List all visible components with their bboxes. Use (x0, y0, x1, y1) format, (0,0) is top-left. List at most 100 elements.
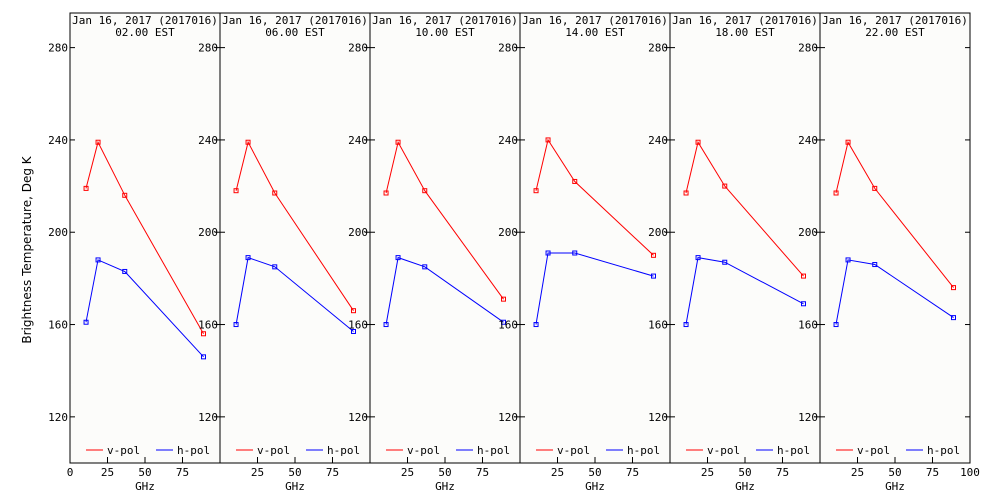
y-tick-label: 160 (48, 319, 68, 332)
data-point-v-pol (833, 190, 839, 196)
data-point-v-pol (122, 192, 128, 198)
legend-label-h-pol: h-pol (477, 444, 510, 457)
data-point-h-pol (872, 262, 878, 268)
y-tick-label: 280 (48, 42, 68, 55)
y-tick-label: 160 (648, 319, 668, 332)
data-point-h-pol (833, 322, 839, 328)
y-tick-label: 120 (648, 411, 668, 424)
data-point-h-pol (422, 264, 428, 270)
panel-frame (369, 12, 521, 464)
x-tick-label: 75 (326, 466, 339, 479)
y-tick-label: 200 (498, 226, 518, 239)
panel-frame (69, 12, 221, 464)
y-tick-label: 200 (348, 226, 368, 239)
data-point-h-pol (845, 257, 851, 263)
x-tick-label: 50 (738, 466, 751, 479)
y-axis-label: Brightness Temperature, Deg K (20, 155, 34, 343)
chart-panel-2: Jan 16, 2017 (2017016)06.00 EST 120 160 200… (198, 12, 371, 493)
data-point-v-pol (422, 188, 428, 194)
y-tick-label: 240 (198, 134, 218, 147)
data-point-v-pol (683, 190, 689, 196)
x-tick-label: 25 (701, 466, 714, 479)
data-point-h-pol (245, 255, 251, 261)
y-tick-label: 240 (648, 134, 668, 147)
panel-subtitle: 06.00 EST (265, 26, 325, 39)
legend-label-v-pol: v-pol (257, 444, 290, 457)
series-line-h-pol (235, 256, 354, 332)
data-point-h-pol (83, 319, 89, 325)
y-tick-label: 120 (498, 411, 518, 424)
y-tick-label: 160 (198, 319, 218, 332)
data-point-v-pol (395, 139, 401, 145)
x-tick-label: 75 (176, 466, 189, 479)
data-point-v-pol (245, 139, 251, 145)
data-point-h-pol (95, 257, 101, 263)
data-point-v-pol (233, 188, 239, 194)
data-point-v-pol (651, 252, 656, 258)
x-tick-label: 25 (251, 466, 264, 479)
data-point-h-pol (651, 273, 656, 279)
panel-subtitle: 10.00 EST (415, 26, 475, 39)
y-tick-label: 120 (198, 411, 218, 424)
data-point-h-pol (545, 250, 551, 256)
data-point-h-pol (122, 268, 128, 274)
y-tick-label: 280 (798, 42, 818, 55)
panel-subtitle: 02.00 EST (115, 26, 175, 39)
x-tick-label: 0 (67, 466, 74, 479)
x-axis-label: GHz (885, 480, 905, 493)
x-tick-label: 100 (960, 466, 980, 479)
data-point-h-pol (351, 328, 356, 334)
data-point-v-pol (83, 185, 89, 191)
legend-label-h-pol: h-pol (177, 444, 210, 457)
panel-title: Jan 16, 2017 (2017016) (72, 14, 218, 27)
y-tick-label: 240 (48, 134, 68, 147)
data-point-v-pol (501, 296, 506, 302)
chart-panel-1: Jan 16, 2017 (2017016)02.00 EST 120 160 200… (48, 12, 221, 493)
x-tick-label: 50 (588, 466, 601, 479)
panel-frame (819, 12, 971, 464)
y-tick-label: 120 (798, 411, 818, 424)
panel-frame (219, 12, 371, 464)
y-tick-label: 200 (648, 226, 668, 239)
data-point-v-pol (383, 190, 389, 196)
panel-title: Jan 16, 2017 (2017016) (822, 14, 968, 27)
series-line-h-pol (835, 259, 954, 325)
legend-label-h-pol: h-pol (327, 444, 360, 457)
x-tick-label: 50 (138, 466, 151, 479)
y-tick-label: 120 (348, 411, 368, 424)
series-line-v-pol (835, 140, 954, 288)
y-tick-label: 160 (798, 319, 818, 332)
legend-label-h-pol: h-pol (927, 444, 960, 457)
chart-panels: Jan 16, 2017 (2017016)02.00 EST120160200… (48, 12, 980, 493)
y-tick-label: 280 (348, 42, 368, 55)
data-point-h-pol (272, 264, 278, 270)
x-tick-label: 25 (551, 466, 564, 479)
data-point-h-pol (951, 315, 956, 321)
x-tick-label: 75 (626, 466, 639, 479)
chart-panel-6: Jan 16, 2017 (2017016)22.00 EST 120 160 200… (798, 12, 980, 493)
data-point-h-pol (533, 322, 539, 328)
data-point-v-pol (201, 331, 206, 337)
panel-title: Jan 16, 2017 (2017016) (222, 14, 368, 27)
panel-frame (519, 12, 671, 464)
series-line-v-pol (535, 138, 654, 256)
x-axis-label: GHz (135, 480, 155, 493)
panel-title: Jan 16, 2017 (2017016) (522, 14, 668, 27)
series-line-h-pol (85, 259, 204, 358)
data-point-h-pol (801, 301, 806, 307)
y-tick-label: 160 (348, 319, 368, 332)
legend-label-v-pol: v-pol (107, 444, 140, 457)
data-point-h-pol (695, 255, 701, 261)
data-point-v-pol (722, 183, 728, 189)
data-point-h-pol (395, 255, 401, 261)
legend-label-v-pol: v-pol (407, 444, 440, 457)
x-tick-label: 75 (926, 466, 939, 479)
x-tick-label: 25 (401, 466, 414, 479)
data-point-v-pol (545, 137, 551, 143)
data-point-h-pol (683, 322, 689, 328)
series-line-h-pol (385, 256, 504, 325)
data-point-v-pol (351, 308, 356, 314)
chart-panel-3: Jan 16, 2017 (2017016)10.00 EST 120 160 200… (348, 12, 521, 493)
legend-label-h-pol: h-pol (627, 444, 660, 457)
data-point-h-pol (201, 354, 206, 360)
